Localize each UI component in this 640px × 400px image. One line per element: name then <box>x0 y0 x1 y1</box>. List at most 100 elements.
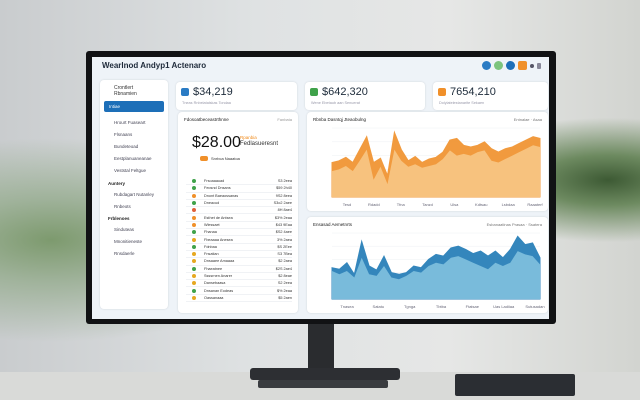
blue-area-chart: Tnasea Satatu Tgnga Tbtba Ftatsae Uas Ladiiaa… <box>331 232 545 309</box>
table-row[interactable]: Dneacud S3o2 2aee <box>186 200 292 208</box>
sidebar-item[interactable]: Rnbeots <box>114 203 131 209</box>
amount-label: Fedlasueresnt <box>240 141 279 147</box>
table-row[interactable]: Dnsaaee Amaaaa $2 2aea <box>186 258 292 266</box>
sidebar-item[interactable]: Rubdagart Nutanley <box>114 191 155 197</box>
sidebar-item[interactable]: Sinduteas <box>114 226 135 232</box>
status-icon <box>192 259 196 264</box>
filter-tag[interactable]: Snrbca Naaatoa <box>200 156 240 161</box>
sidebar-item[interactable]: Hrourt Fuaseart <box>114 119 146 125</box>
amount-note: Rpanbia <box>240 135 257 140</box>
summary-panel: Fdosoatbeceastrthnne Fanbata $28.00 Rpan… <box>178 112 298 313</box>
toolbar-icons <box>482 61 541 70</box>
status-icon <box>192 179 196 184</box>
kpi-value: $642,320 <box>322 86 368 98</box>
table-row[interactable]: Feosnd Dnsans $59 2h40 <box>186 185 292 193</box>
area-series <box>332 145 540 197</box>
status-icon <box>192 208 196 213</box>
settings-icon[interactable] <box>530 64 534 68</box>
table-row[interactable]: Ssssrnen Anarer $2 8eae <box>186 273 292 281</box>
chart-legend: Esbanaatlnas Prasaa · Ssatera <box>486 222 542 227</box>
sidebar-header: Crontlert Rbnamien <box>114 85 137 97</box>
x-tick-label: Tgnga <box>404 304 416 309</box>
panel-link[interactable]: Fanbata <box>277 117 292 122</box>
kpi-icon <box>310 88 318 96</box>
sidebar-item[interactable]: Bundeteoad <box>114 143 139 149</box>
monitor-stand <box>308 320 334 372</box>
x-tick-label: Uas Ladiiaa <box>493 304 515 309</box>
table-row[interactable]: Dnont Baeaossanas 9S2 8eea <box>186 193 292 200</box>
sidebar-item[interactable]: Rnsdaerle <box>114 251 135 257</box>
kpi-subtitle: Tneas Rnbelatalskas Tondaa <box>182 101 231 105</box>
table-row[interactable]: Frsoaaauad S3 2eea <box>186 178 292 186</box>
sidebar-item: Frblenoes <box>108 216 130 222</box>
x-tick-label: Kdtsau <box>475 202 487 207</box>
x-tick-label: Lsbdaa <box>502 202 516 207</box>
status-icon <box>192 288 196 293</box>
table-row[interactable]: Fdnbaa $S 2Eee <box>186 244 292 251</box>
status-icon <box>192 252 196 257</box>
sidebar-item[interactable]: Flsnaans <box>114 131 133 137</box>
table-row[interactable]: Wlessaet $43 9Eaa <box>186 222 292 230</box>
table-row[interactable]: Dansebaasa S2 2eea <box>186 280 292 288</box>
status-icon <box>192 222 196 227</box>
refresh-icon[interactable] <box>494 61 503 70</box>
table-row[interactable]: Fhanaa $S2 4aee <box>186 229 292 237</box>
status-icon <box>192 266 196 271</box>
status-icon <box>192 244 196 249</box>
status-icon <box>192 295 196 300</box>
notebook <box>455 374 575 396</box>
area-series <box>332 251 540 299</box>
menu-icon[interactable] <box>537 63 541 69</box>
x-tick-label: Sutusadan <box>525 304 544 309</box>
x-tick-label: Rdadd <box>368 202 380 207</box>
status-icon <box>192 193 196 198</box>
x-tick-label: Tanzd <box>422 202 433 207</box>
table-row[interactable]: Oassanaaa $5 2aen <box>186 295 292 303</box>
orange-chart-card: Rbnba Dasntqj Jteaobulng Entnalae · Asaa… <box>307 112 548 211</box>
status-icon <box>192 186 196 191</box>
table-row[interactable]: 8H 8ae4 <box>186 207 292 215</box>
document-icon[interactable] <box>518 61 527 70</box>
dashboard-screen: Wearlnod Andyp1 Actenaro Crontlert Rbnami… <box>92 57 549 319</box>
status-icon <box>192 281 196 286</box>
status-icon <box>192 230 196 235</box>
sidebar-item[interactable]: Mnonitieneste <box>114 239 143 245</box>
kpi-icon <box>438 88 446 96</box>
tag-icon <box>200 156 208 161</box>
panel-title: Fdosoatbeceastrthnne <box>184 117 229 122</box>
eye-icon[interactable] <box>506 61 515 70</box>
table-row[interactable]: Fbeaaaa Anesea 3% 2aea <box>186 236 292 244</box>
sidebar-item: Auntery <box>108 180 126 186</box>
keyboard <box>258 380 388 388</box>
x-tick-label: Raaaterf <box>527 202 543 207</box>
table-row[interactable]: Fhaeatnee $2S 2ae4 <box>186 266 292 273</box>
kpi-subtitle: Wene Ebetaub aan Senuerat <box>311 101 360 105</box>
cloud-icon[interactable] <box>482 61 491 70</box>
status-icon <box>192 201 196 206</box>
kpi-subtitle: Dolylatelestanarite Sekaen <box>439 101 485 105</box>
x-tick-label: Tesd <box>343 202 351 207</box>
kpi-card: $642,320 Wene Ebetaub aan Senuerat <box>305 82 425 110</box>
status-icon <box>192 215 196 220</box>
table-row[interactable]: Esthet de Antsea $3% 2eaa <box>186 214 292 222</box>
x-tick-label: Satatu <box>373 304 385 309</box>
orange-area-chart: Tesd Rdadd Tfna Tanzd Ulsa Kdtsau Lsbdaa Raaate… <box>331 127 544 207</box>
chart-legend: Entnalae · Asaa <box>513 117 542 122</box>
sidebar-item[interactable]: Eestplanuaneanae <box>114 156 152 162</box>
status-icon <box>192 237 196 242</box>
monitor-base <box>250 368 400 380</box>
x-tick-label: Tnasea <box>340 304 354 309</box>
chart-title: Rbnba Dasntqj Jteaobulng <box>313 117 367 122</box>
kpi-card: $34,219 Tneas Rnbelatalskas Tondaa <box>176 82 297 110</box>
app-title: Wearlnod Andyp1 Actenaro <box>102 61 207 70</box>
table-row[interactable]: Dnsanan Eodeas $% 2eaa <box>186 287 292 295</box>
blue-chart-card: Ensasad Aemetnrts Esbanaatlnas Prasaa · … <box>307 217 548 313</box>
x-tick-label: Ulsa <box>450 202 459 207</box>
sidebar-item[interactable]: Veststal Feltgue <box>114 168 147 174</box>
x-tick-label: Ftatsae <box>466 304 480 309</box>
sidebar-item-active[interactable]: Intiae <box>104 101 164 112</box>
chart-title: Ensasad Aemetnrts <box>313 222 353 227</box>
table-row[interactable]: Fnsatian S3 7Bea <box>186 251 292 259</box>
kpi-icon <box>181 88 189 96</box>
x-tick-label: Tbtba <box>436 304 447 309</box>
